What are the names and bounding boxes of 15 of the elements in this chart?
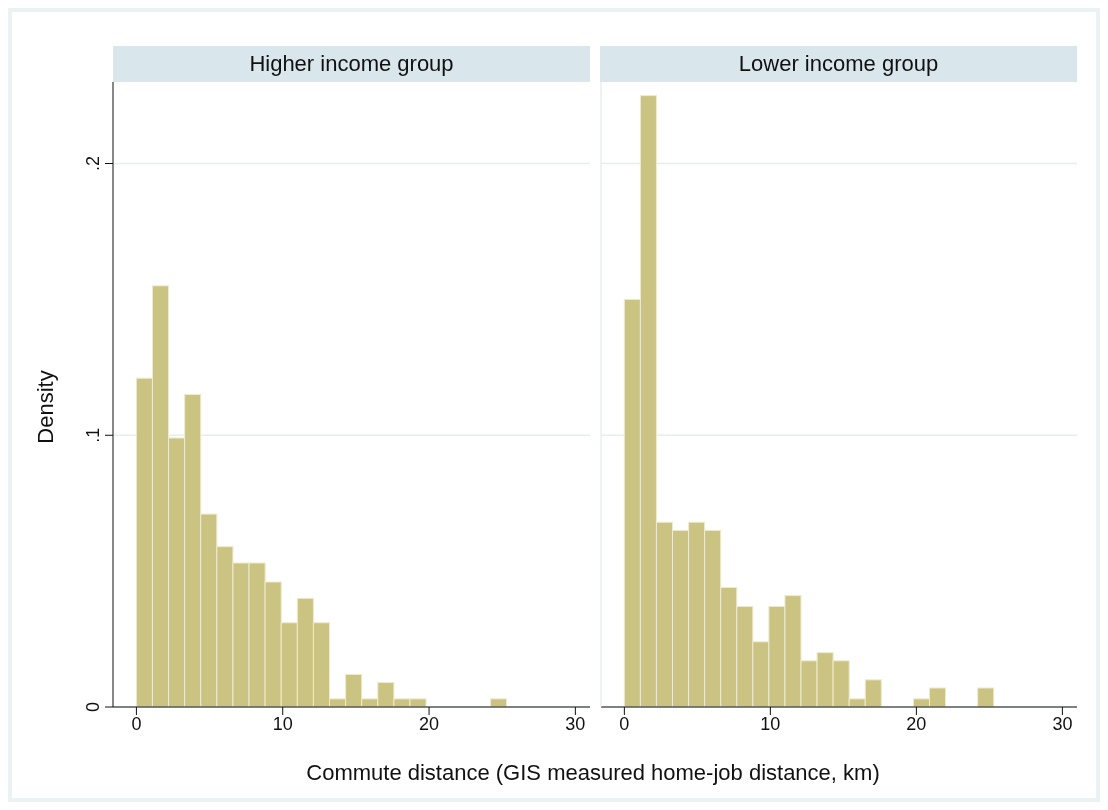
x-tick-label: 0	[131, 713, 142, 734]
x-tick-label: 20	[906, 713, 927, 734]
x-tick-label: 10	[760, 713, 781, 734]
x-tick-label: 20	[419, 713, 440, 734]
y-tick-label: .1	[83, 427, 103, 443]
chart-title: Lower income group	[600, 46, 1077, 82]
chart-title: Higher income group	[113, 46, 590, 82]
x-tick-label: 30	[1052, 713, 1073, 734]
y-axis-title: Density	[33, 369, 59, 446]
x-tick-label: 30	[565, 713, 586, 734]
x-axis-title: Commute distance (GIS measured home-job distance, km)	[305, 760, 881, 786]
x-tick-label: 10	[272, 713, 293, 734]
y-tick-label: 0	[83, 701, 103, 713]
x-tick-label: 0	[619, 713, 630, 734]
y-tick-label: .2	[83, 156, 103, 172]
